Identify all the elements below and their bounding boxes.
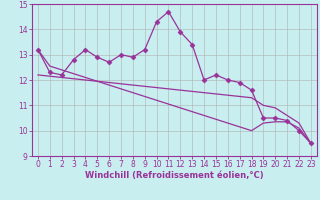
X-axis label: Windchill (Refroidissement éolien,°C): Windchill (Refroidissement éolien,°C) (85, 171, 264, 180)
